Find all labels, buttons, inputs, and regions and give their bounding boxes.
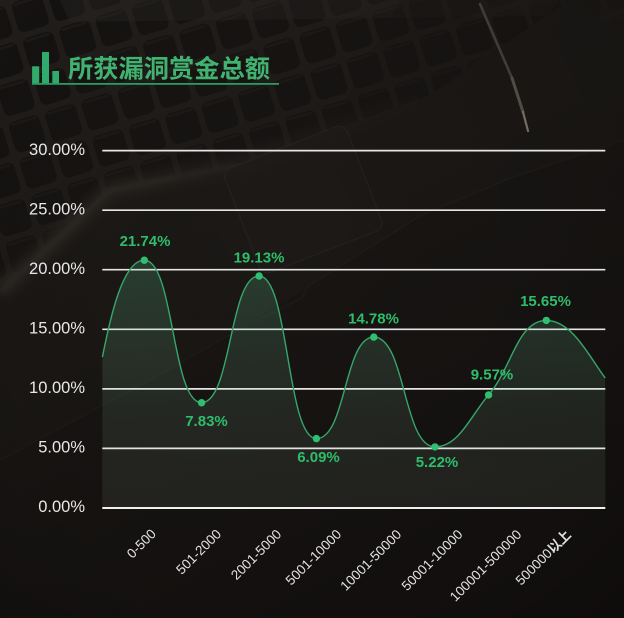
svg-text:30.00%: 30.00% (29, 141, 85, 159)
svg-text:10.00%: 10.00% (29, 379, 85, 397)
svg-text:25.00%: 25.00% (29, 200, 85, 218)
svg-text:6.09%: 6.09% (297, 449, 340, 466)
svg-text:14.78%: 14.78% (348, 311, 399, 328)
svg-text:19.13%: 19.13% (234, 250, 285, 267)
svg-text:5.00%: 5.00% (38, 439, 85, 457)
svg-text:15.00%: 15.00% (29, 320, 85, 338)
svg-text:5.22%: 5.22% (416, 454, 459, 471)
svg-text:9.57%: 9.57% (471, 367, 514, 384)
svg-text:0.00%: 0.00% (38, 498, 85, 516)
svg-text:20.00%: 20.00% (29, 260, 85, 278)
svg-text:15.65%: 15.65% (520, 293, 571, 310)
svg-text:7.83%: 7.83% (185, 413, 228, 430)
svg-text:21.74%: 21.74% (120, 233, 171, 250)
